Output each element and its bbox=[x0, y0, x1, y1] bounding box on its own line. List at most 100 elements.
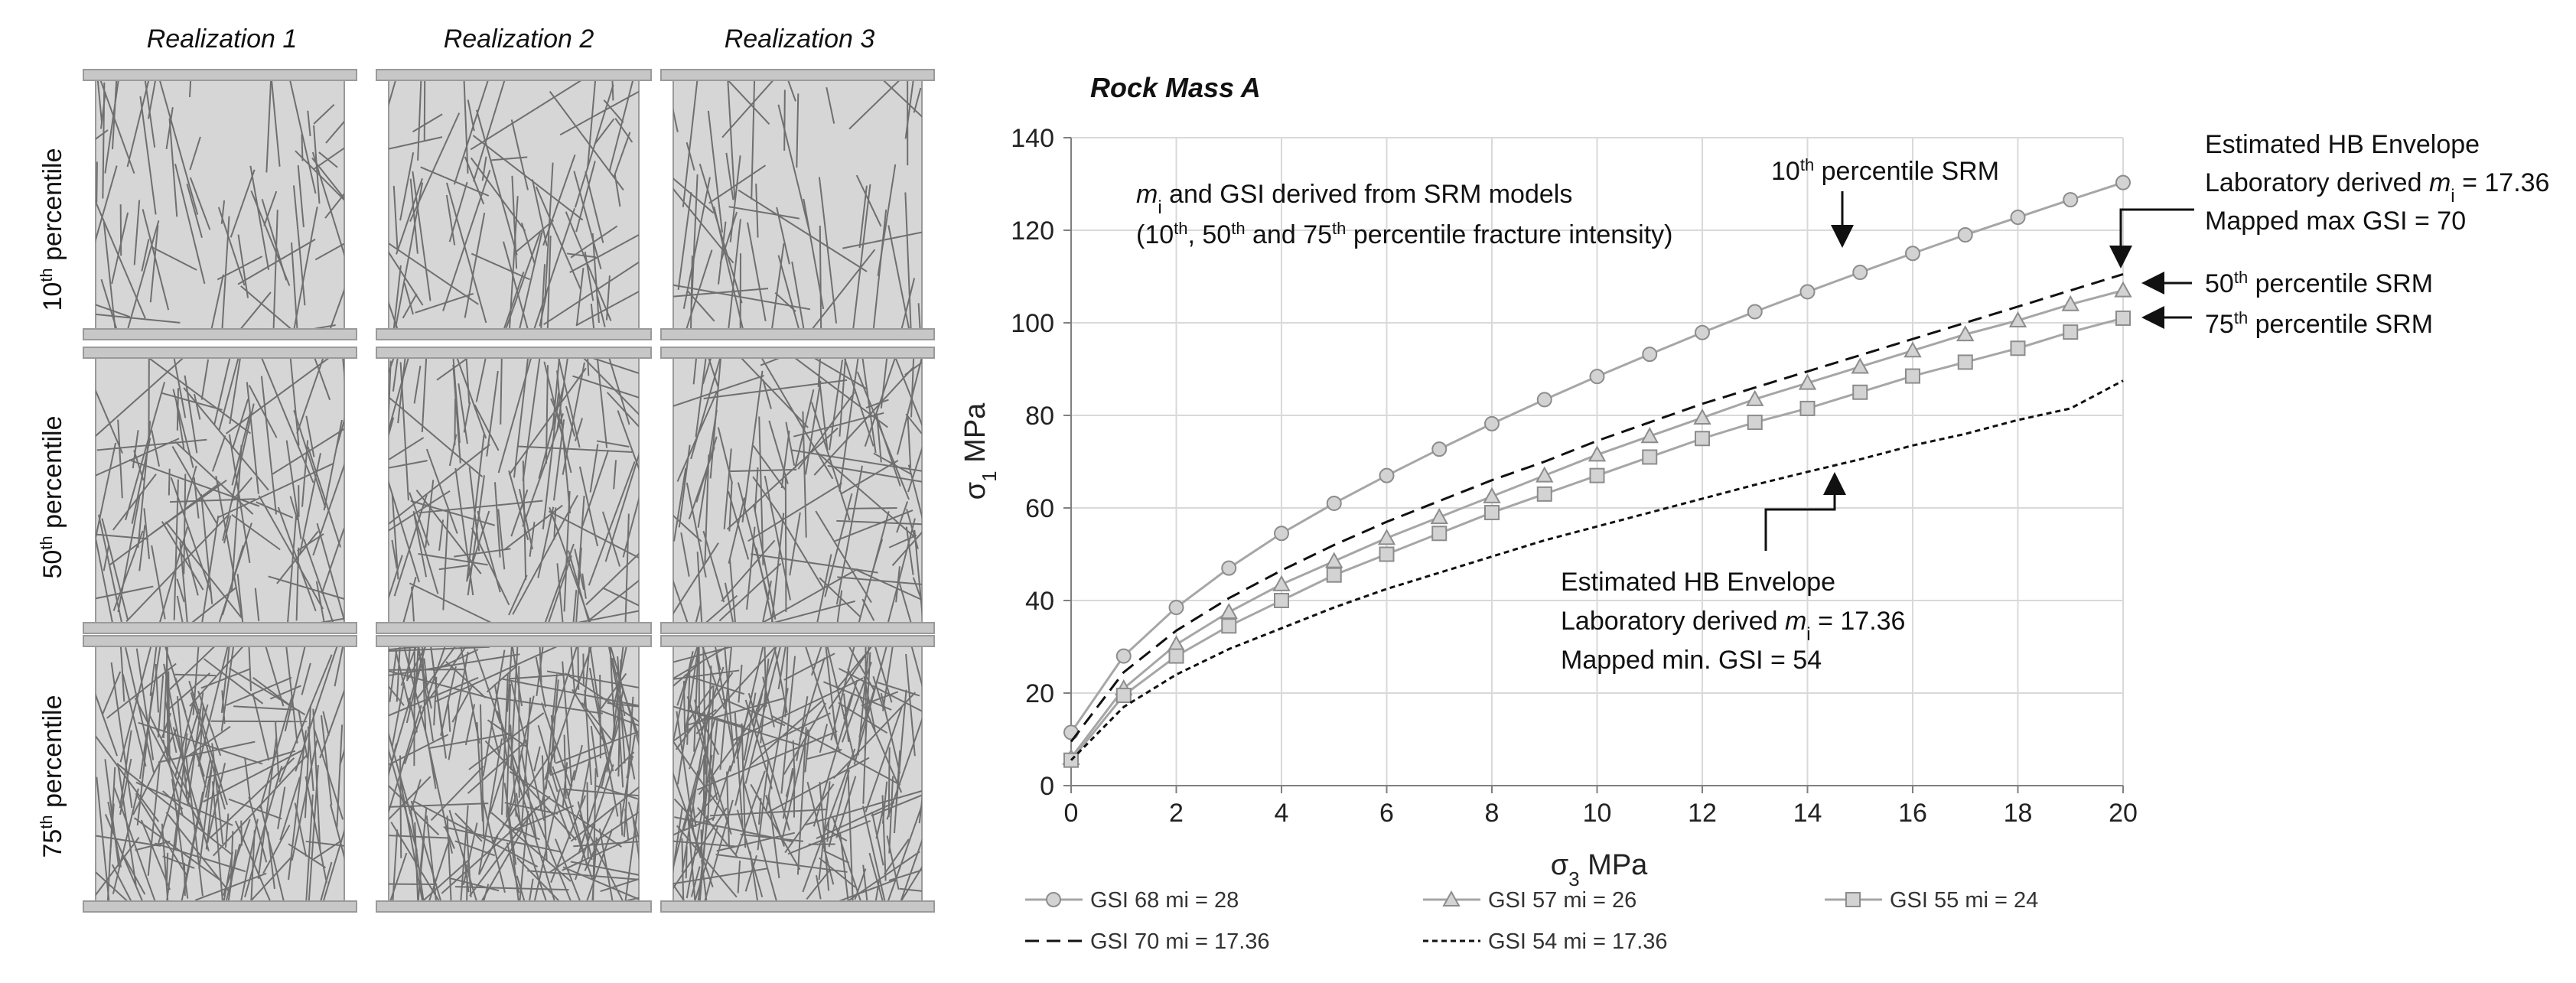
legend-swatch-marker bbox=[1046, 892, 1061, 907]
data-point bbox=[1799, 400, 1816, 416]
data-point bbox=[1536, 392, 1552, 408]
chart-series bbox=[1062, 174, 2132, 768]
data-point bbox=[1798, 373, 1817, 390]
series-1 bbox=[1063, 174, 2131, 741]
data-point bbox=[1589, 467, 1605, 483]
data-point bbox=[1536, 466, 1554, 483]
data-point bbox=[1430, 508, 1448, 525]
bottom-platen bbox=[376, 900, 652, 913]
annotation-75th-percentile-srm: 75th percentile SRM bbox=[2205, 308, 2433, 340]
fracture-traces bbox=[673, 80, 922, 329]
data-point bbox=[2114, 281, 2132, 298]
top-platen bbox=[660, 635, 935, 647]
top-platen bbox=[83, 69, 357, 81]
series-3 bbox=[1063, 310, 2131, 768]
annotation-lower-envelope-line3: Mapped min. GSI = 54 bbox=[1561, 646, 1822, 675]
data-point bbox=[2115, 310, 2131, 326]
y-tick-label: 60 bbox=[1025, 494, 1054, 523]
top-platen bbox=[376, 635, 652, 647]
legend-label: GSI 55 mi = 24 bbox=[1890, 888, 2038, 913]
data-point bbox=[1799, 284, 1816, 300]
series-line bbox=[1070, 379, 2124, 761]
series-line bbox=[1070, 273, 2124, 743]
bottom-platen bbox=[376, 622, 652, 634]
sample-r2-c1 bbox=[83, 347, 357, 634]
sample-r3-c2 bbox=[376, 635, 652, 913]
data-point bbox=[2008, 311, 2027, 327]
data-point bbox=[1746, 389, 1764, 406]
arrow-upper-envelope bbox=[2109, 208, 2194, 269]
x-tick-label: 10 bbox=[1583, 799, 1612, 828]
bottom-platen bbox=[660, 900, 935, 913]
x-tick-label: 8 bbox=[1485, 799, 1500, 828]
sample-r1-c2 bbox=[376, 69, 652, 340]
annotation-50th-percentile-srm: 50th percentile SRM bbox=[2205, 268, 2433, 299]
data-point bbox=[1326, 495, 1342, 511]
data-point bbox=[1852, 384, 1868, 400]
legend-label: GSI 57 mi = 26 bbox=[1488, 888, 1636, 913]
data-point bbox=[1274, 526, 1289, 542]
data-point bbox=[1642, 449, 1658, 465]
data-point bbox=[1115, 648, 1132, 664]
y-tick-label: 80 bbox=[1025, 402, 1054, 431]
data-point bbox=[1851, 357, 1869, 374]
annotation-srm-note-line1: mi and GSI derived from SRM models bbox=[1136, 180, 1572, 218]
fracture-traces bbox=[389, 358, 639, 623]
data-point bbox=[1957, 354, 1973, 370]
y-tick-label: 40 bbox=[1025, 587, 1054, 616]
sample-r1-c1 bbox=[83, 69, 357, 340]
sample-r2-c3 bbox=[660, 347, 935, 634]
x-axis-label: σ3 MPa bbox=[1551, 849, 1648, 890]
annotation-upper-envelope-line3: Mapped max GSI = 70 bbox=[2205, 207, 2466, 236]
fracture-traces bbox=[96, 646, 344, 901]
annotation-upper-envelope-line1: Estimated HB Envelope bbox=[2205, 130, 2480, 159]
data-point bbox=[1640, 427, 1659, 444]
annotation-lower-envelope-line1: Estimated HB Envelope bbox=[1561, 568, 1835, 597]
data-point bbox=[1956, 325, 1975, 342]
data-point bbox=[1063, 724, 1079, 741]
y-axis-label: σ1 MPa bbox=[959, 402, 1001, 500]
fracture-traces bbox=[96, 80, 344, 329]
data-point bbox=[1168, 600, 1184, 616]
data-point bbox=[1168, 648, 1184, 664]
data-point bbox=[1377, 529, 1396, 545]
legend-label: GSI 68 mi = 28 bbox=[1090, 888, 1239, 913]
annotation-10th-percentile-srm: 10th percentile SRM bbox=[1771, 155, 1999, 187]
sample-r3-c1 bbox=[83, 635, 357, 913]
annotation-arrows bbox=[1764, 191, 2194, 551]
top-platen bbox=[660, 347, 935, 359]
data-point bbox=[1115, 688, 1132, 704]
legend-item-3: GSI 55 mi = 24 bbox=[1825, 888, 2038, 913]
column-title-realization-3: Realization 3 bbox=[725, 24, 875, 54]
top-platen bbox=[376, 347, 652, 359]
legend-item-5: GSI 54 mi = 17.36 bbox=[1423, 929, 1668, 954]
data-point bbox=[1747, 415, 1763, 431]
data-point bbox=[1483, 487, 1501, 503]
data-point bbox=[1221, 618, 1237, 634]
data-point bbox=[1221, 560, 1237, 576]
bottom-platen bbox=[660, 622, 935, 634]
sample-r1-c3 bbox=[660, 69, 935, 340]
top-platen bbox=[376, 69, 652, 81]
data-point bbox=[1588, 445, 1607, 462]
annotation-lower-envelope-line2: Laboratory derived mi = 17.36 bbox=[1561, 607, 1905, 645]
top-platen bbox=[83, 635, 357, 647]
data-point bbox=[1326, 567, 1342, 583]
data-point bbox=[2063, 192, 2079, 208]
data-point bbox=[1274, 593, 1289, 608]
strength-envelope-chart: Rock Mass A 0 2 4 6 8 10 12 14 16 18 20 0 20 40 60 80 10… bbox=[959, 72, 2549, 954]
chart-legend: GSI 68 mi = 28 GSI 57 mi = 26 GSI 55 mi = … bbox=[1025, 888, 2038, 954]
legend-item-4: GSI 70 mi = 17.36 bbox=[1025, 929, 1270, 954]
series-5 bbox=[1070, 379, 2124, 761]
data-point bbox=[1220, 603, 1238, 620]
y-tick-label: 140 bbox=[1011, 124, 1054, 153]
x-tick-label: 4 bbox=[1275, 799, 1289, 828]
data-point bbox=[1904, 341, 1922, 358]
data-point bbox=[2010, 210, 2026, 226]
x-tick-label: 18 bbox=[2004, 799, 2033, 828]
series-4 bbox=[1070, 273, 2124, 743]
x-tick-label: 20 bbox=[2109, 799, 2138, 828]
fracture-traces bbox=[96, 358, 344, 623]
bottom-platen bbox=[83, 622, 357, 634]
